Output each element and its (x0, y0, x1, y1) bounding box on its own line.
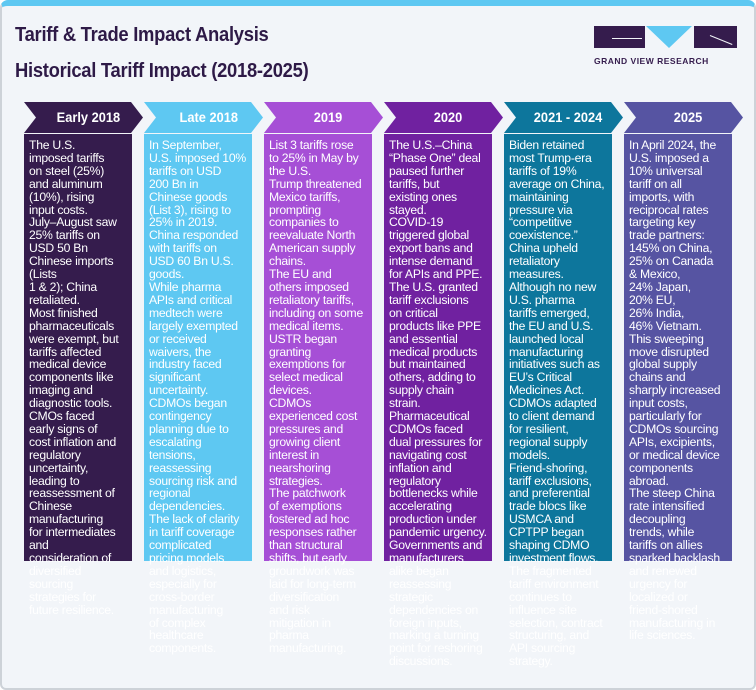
logo-v-triangle-icon (646, 26, 692, 48)
timeline: Early 2018 The U.S. imposed tariffs on s… (24, 102, 744, 688)
period-label: 2021 - 2024 (534, 110, 603, 125)
timeline-arrow-late-2018: Late 2018 (144, 102, 263, 133)
period-description: List 3 tariffs rose to 25% in May by the… (269, 138, 363, 656)
period-description: In April 2024, the U.S. imposed a 10% un… (629, 138, 721, 643)
timeline-arrow-early-2018: Early 2018 (24, 102, 143, 133)
page-title: Tariff & Trade Impact Analysis (15, 24, 269, 46)
timeline-arrow-2025: 2025 (624, 102, 743, 133)
timeline-panel-2025: In April 2024, the U.S. imposed a 10% un… (624, 134, 732, 642)
page-subtitle: Historical Tariff Impact (2018-2025) (15, 60, 309, 82)
period-description: Biden retained most Trump-era tariffs of… (509, 138, 605, 669)
logo-text: GRAND VIEW RESEARCH (594, 56, 709, 66)
period-label: 2025 (674, 110, 703, 125)
timeline-arrow-2020: 2020 (384, 102, 503, 133)
logo-g-block-icon (594, 26, 645, 48)
logo-g-line (612, 38, 642, 39)
timeline-panel-2020: The U.S.–China “Phase One” deal paused f… (384, 134, 492, 668)
grand-view-research-logo: GRAND VIEW RESEARCH (592, 22, 752, 72)
timeline-arrow-2021-2024: 2021 - 2024 (504, 102, 623, 133)
period-label: 2020 (434, 110, 463, 125)
period-label: Late 2018 (179, 110, 238, 125)
timeline-panel-late-2018: In September, U.S. imposed 10% tariffs o… (144, 134, 252, 655)
period-description: The U.S.–China “Phase One” deal paused f… (389, 138, 487, 669)
timeline-panel-early-2018: The U.S. imposed tariffs on steel (25%) … (24, 134, 132, 616)
timeline-panel-2021-2024: Biden retained most Trump-era tariffs of… (504, 134, 612, 668)
period-label: 2019 (314, 110, 343, 125)
period-description: In September, U.S. imposed 10% tariffs o… (149, 138, 246, 656)
timeline-panel-2019: List 3 tariffs rose to 25% in May by the… (264, 134, 372, 655)
timeline-arrow-2019: 2019 (264, 102, 383, 133)
period-label: Early 2018 (56, 110, 121, 125)
period-description: The U.S. imposed tariffs on steel (25%) … (29, 138, 119, 617)
